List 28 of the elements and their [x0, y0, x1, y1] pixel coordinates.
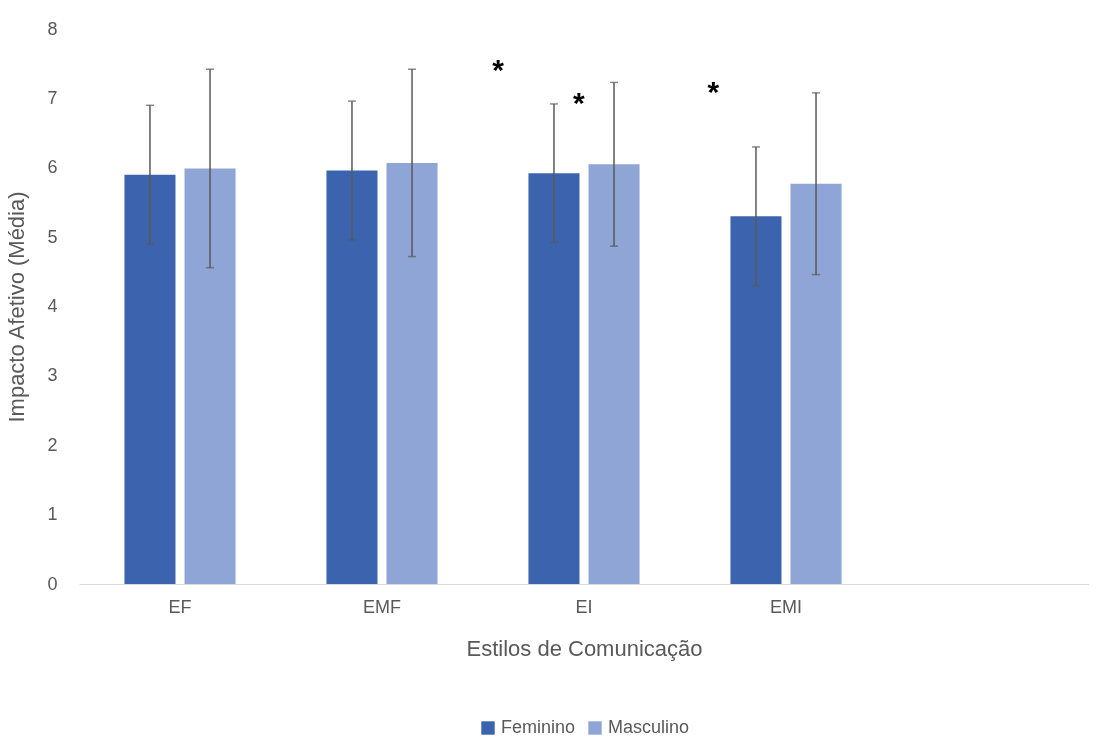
annotation: * [707, 74, 720, 108]
x-tick-label: EMI [769, 596, 803, 617]
y-tick-label: 3 [47, 365, 58, 386]
y-tick-label: 4 [47, 296, 58, 316]
bar [730, 216, 782, 584]
y-tick-label: 8 [47, 18, 58, 39]
bar [588, 164, 640, 584]
y-tick-label: 5 [47, 226, 58, 247]
x-axis-title: Estilos de Comunicação [466, 635, 703, 661]
y-tick-label: 7 [47, 87, 58, 108]
bar [386, 162, 438, 584]
annotation: * [573, 85, 586, 119]
bar [326, 170, 378, 584]
y-tick-label: 2 [47, 434, 58, 455]
y-axis-title: Impacto Afetivo (Média) [4, 191, 30, 423]
y-tick-label: 6 [47, 157, 58, 178]
bar [124, 174, 176, 584]
bar [790, 183, 842, 584]
x-tick-label: EF [168, 596, 192, 617]
bar [184, 168, 236, 584]
y-tick-label: 1 [47, 504, 58, 525]
annotation: * [492, 52, 505, 86]
bar [528, 173, 580, 584]
x-tick-label: EI [575, 596, 593, 617]
x-tick-label: EMF [363, 596, 401, 617]
y-tick-label: 0 [47, 573, 58, 594]
legend-label: Feminino [501, 717, 576, 737]
legend-label: Masculino [608, 717, 690, 737]
